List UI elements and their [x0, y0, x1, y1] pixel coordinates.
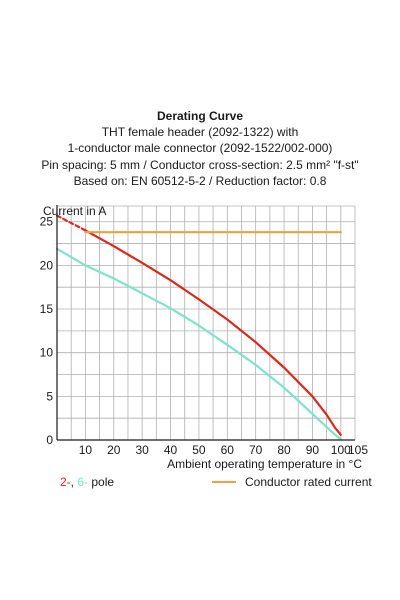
subtitle-line-1: THT female header (2092-1322) with [101, 125, 299, 140]
x-tick-label: 100 [331, 443, 351, 457]
legend-rated: Conductor rated current [212, 474, 372, 490]
legend-6-pole: 6- [77, 475, 89, 489]
legend-2-pole: 2- [60, 475, 71, 489]
y-tick-label: 20 [40, 258, 54, 272]
x-tick-label: 70 [249, 443, 263, 457]
x-tick-label: 90 [306, 443, 320, 457]
subtitle-line-2: 1-conductor male connector (2092-1522/00… [67, 141, 333, 156]
y-tick-label: 10 [40, 346, 54, 360]
legend-rated-label: Conductor rated current [245, 475, 372, 489]
x-tick-label: 80 [277, 443, 291, 457]
x-tick-label: 60 [221, 443, 235, 457]
series-6-pole-line [55, 247, 342, 441]
axes [56, 205, 355, 441]
x-axis-label: Ambient operating temperature in °C [167, 457, 362, 471]
chart-header: Derating Curve THT female header (2092-1… [0, 108, 400, 189]
y-tick-label: 0 [46, 433, 53, 447]
x-tick-label: 20 [107, 443, 121, 457]
data-series [55, 214, 342, 441]
x-tick-label: 30 [135, 443, 149, 457]
grid [57, 205, 356, 440]
y-tick-label: 5 [46, 389, 53, 403]
x-tick-label: 105 [348, 443, 368, 457]
subtitle-line-3: Pin spacing: 5 mm / Conductor cross-sect… [41, 157, 359, 172]
legend-rated-swatch [212, 481, 236, 483]
x-tick-label: 50 [192, 443, 206, 457]
x-tick-label: 10 [79, 443, 93, 457]
chart-title: Derating Curve [156, 109, 244, 123]
x-tick-label: 40 [164, 443, 178, 457]
legend-pole-suffix: pole [88, 475, 115, 489]
y-tick-label: 25 [40, 215, 54, 229]
legend-separator: , [70, 475, 78, 489]
series-2-pole-dashed [55, 214, 87, 232]
y-axis-label: Current in A [43, 204, 106, 218]
legend-poles: 2-, 6- pole [60, 474, 114, 490]
y-tick-label: 15 [40, 302, 54, 316]
series-2-pole-line [84, 229, 342, 436]
subtitle-line-4: Based on: EN 60512-5-2 / Reduction facto… [73, 173, 327, 188]
